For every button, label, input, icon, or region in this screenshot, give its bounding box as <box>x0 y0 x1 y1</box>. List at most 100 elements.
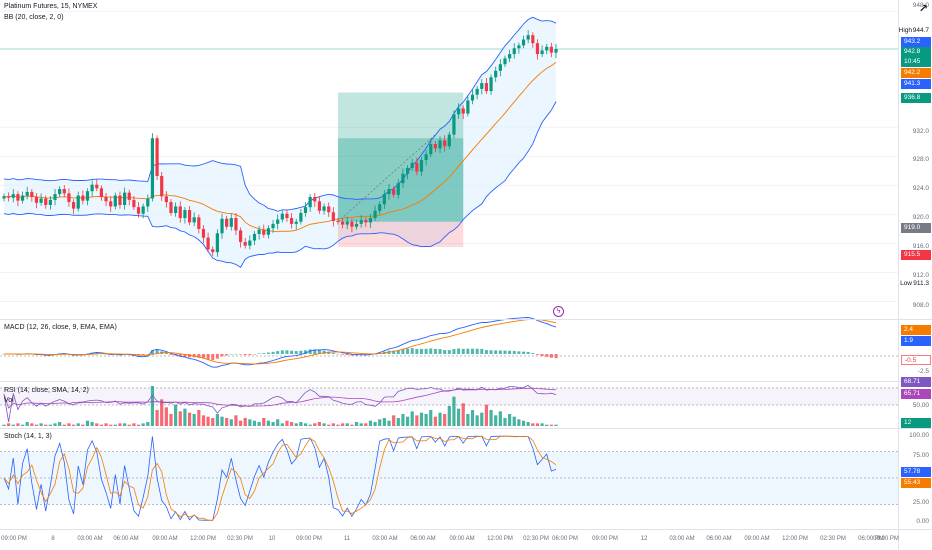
candle-body[interactable] <box>183 210 187 219</box>
candle-body[interactable] <box>67 193 71 203</box>
candle-body[interactable] <box>266 228 271 235</box>
candle-body[interactable] <box>34 197 39 203</box>
candle-body[interactable] <box>276 219 280 224</box>
candle-body[interactable] <box>294 221 298 224</box>
candle-body[interactable] <box>164 196 168 203</box>
stoch-indicator-label[interactable]: Stoch (14, 1, 3) <box>4 433 52 440</box>
candle-body[interactable] <box>466 100 470 114</box>
candle-body[interactable] <box>30 191 34 198</box>
candle-body[interactable] <box>113 195 117 207</box>
candle-body[interactable] <box>225 218 229 227</box>
candle-body[interactable] <box>521 39 526 46</box>
candle-body[interactable] <box>470 94 475 101</box>
target-zone-inner[interactable] <box>337 138 464 222</box>
candle-body[interactable] <box>317 201 322 211</box>
candle-body[interactable] <box>503 58 507 65</box>
candle-body[interactable] <box>234 218 238 231</box>
candle-body[interactable] <box>39 198 43 203</box>
candle-body[interactable] <box>238 230 243 242</box>
candle-body[interactable] <box>48 199 52 205</box>
candle-body[interactable] <box>489 77 493 92</box>
candle-body[interactable] <box>508 54 512 59</box>
candle-body[interactable] <box>280 213 284 220</box>
candle-body[interactable] <box>118 195 122 205</box>
candle-body[interactable] <box>285 213 289 219</box>
candle-body[interactable] <box>433 144 437 149</box>
candle-body[interactable] <box>220 218 224 234</box>
candle-body[interactable] <box>257 229 261 235</box>
candle-body[interactable] <box>424 154 428 160</box>
candle-body[interactable] <box>289 218 294 224</box>
candle-body[interactable] <box>396 183 400 195</box>
candle-body[interactable] <box>535 43 540 55</box>
candle-body[interactable] <box>313 197 317 202</box>
candle-body[interactable] <box>382 194 386 205</box>
candle-body[interactable] <box>146 198 150 207</box>
candle-body[interactable] <box>475 88 479 95</box>
price-axis[interactable]: 948.0 932.0 928.0 924.0 920.0 916.0 912.… <box>898 0 932 550</box>
candle-body[interactable] <box>71 202 76 209</box>
candle-body[interactable] <box>299 212 303 222</box>
candle-body[interactable] <box>85 191 90 201</box>
candle-body[interactable] <box>303 207 308 213</box>
candle-body[interactable] <box>438 140 442 149</box>
candle-body[interactable] <box>415 162 419 172</box>
candle-body[interactable] <box>498 64 502 71</box>
candle-body[interactable] <box>345 221 349 225</box>
candle-body[interactable] <box>419 160 424 172</box>
candle-body[interactable] <box>20 195 25 201</box>
price-chart[interactable] <box>0 0 898 550</box>
candle-body[interactable] <box>160 175 164 197</box>
candle-body[interactable] <box>327 206 331 213</box>
candle-body[interactable] <box>308 197 312 208</box>
candle-body[interactable] <box>368 218 373 223</box>
candle-body[interactable] <box>354 223 359 227</box>
candle-body[interactable] <box>512 48 516 55</box>
candle-body[interactable] <box>11 194 15 198</box>
candle-body[interactable] <box>456 108 461 115</box>
candle-body[interactable] <box>549 46 553 53</box>
candle-body[interactable] <box>271 223 275 229</box>
candle-body[interactable] <box>484 83 489 92</box>
candle-body[interactable] <box>262 229 266 235</box>
candle-body[interactable] <box>136 207 141 214</box>
candle-body[interactable] <box>322 206 326 211</box>
candle-body[interactable] <box>81 195 85 201</box>
candle-body[interactable] <box>150 138 155 199</box>
candle-body[interactable] <box>169 202 173 213</box>
rsi-indicator-label[interactable]: RSI (14, close, SMA, 14, 2) <box>4 387 89 394</box>
candle-body[interactable] <box>187 210 192 223</box>
candle-body[interactable] <box>99 188 104 198</box>
candle-body[interactable] <box>429 144 433 155</box>
candle-body[interactable] <box>526 35 530 40</box>
candle-body[interactable] <box>174 206 178 213</box>
candle-body[interactable] <box>90 184 94 192</box>
candle-body[interactable] <box>248 240 252 246</box>
candle-body[interactable] <box>531 35 535 44</box>
tradingview-logo-icon[interactable]: ↗ <box>918 3 928 15</box>
candle-body[interactable] <box>25 191 29 196</box>
candle-body[interactable] <box>109 201 113 207</box>
candle-body[interactable] <box>132 199 136 208</box>
candle-body[interactable] <box>405 167 410 174</box>
candle-body[interactable] <box>7 196 11 198</box>
candle-body[interactable] <box>350 221 354 227</box>
candle-body[interactable] <box>229 218 233 227</box>
separator-rsi-stoch[interactable] <box>0 428 932 429</box>
lightning-icon[interactable]: ϟ <box>553 306 564 317</box>
candle-body[interactable] <box>215 233 219 253</box>
candle-body[interactable] <box>401 173 405 184</box>
candle-body[interactable] <box>447 134 451 147</box>
candle-body[interactable] <box>95 184 99 189</box>
candle-body[interactable] <box>76 195 80 209</box>
candle-body[interactable] <box>201 228 206 238</box>
candle-body[interactable] <box>58 189 62 195</box>
candle-body[interactable] <box>480 83 484 89</box>
candle-body[interactable] <box>197 217 201 229</box>
candle-body[interactable] <box>341 221 345 225</box>
candle-body[interactable] <box>252 234 257 241</box>
candle-body[interactable] <box>331 212 335 221</box>
candle-body[interactable] <box>517 45 521 49</box>
symbol-title[interactable]: Platinum Futures, 15, NYMEX <box>4 3 98 10</box>
candle-body[interactable] <box>461 108 465 114</box>
